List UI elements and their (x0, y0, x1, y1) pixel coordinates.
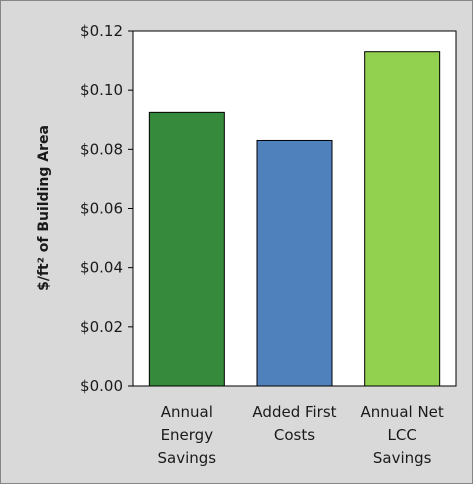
x-category-label-line: Added First (252, 403, 336, 421)
x-category-label: Added First Costs (252, 403, 336, 444)
y-axis-label: $/ft² of Building Area (36, 125, 52, 291)
x-category-label: Annual Net LCC Savings (361, 403, 444, 467)
x-category-label-line: Savings (373, 449, 432, 467)
y-tick-label: $0.06 (80, 200, 123, 218)
x-category-label-line: Annual (161, 403, 213, 421)
x-category-label-line: Costs (274, 426, 315, 444)
x-category-label-line: Annual Net (361, 403, 444, 421)
y-tick-label: $0.12 (80, 22, 123, 40)
y-tick-label: $0.04 (80, 259, 123, 277)
bar (364, 51, 441, 387)
y-tick-label: $0.08 (80, 140, 123, 158)
x-category-label-line: Savings (158, 449, 217, 467)
x-category-label-line: Energy (161, 426, 214, 444)
y-axis: $0.00 $0.02 $0.04 $0.06 $0.08 $0.10 $0.12 (80, 22, 133, 395)
bar (148, 111, 225, 387)
bars-group (148, 51, 441, 387)
x-category-label-line: LCC (388, 426, 417, 444)
y-tick-label: $0.00 (80, 377, 123, 395)
y-tick-label: $0.10 (80, 81, 123, 99)
x-axis: Annual Energy Savings Added First Costs Annua… (158, 403, 444, 467)
y-tick-label: $0.02 (80, 318, 123, 336)
x-category-label: Annual Energy Savings (158, 403, 217, 467)
bar (256, 139, 333, 387)
